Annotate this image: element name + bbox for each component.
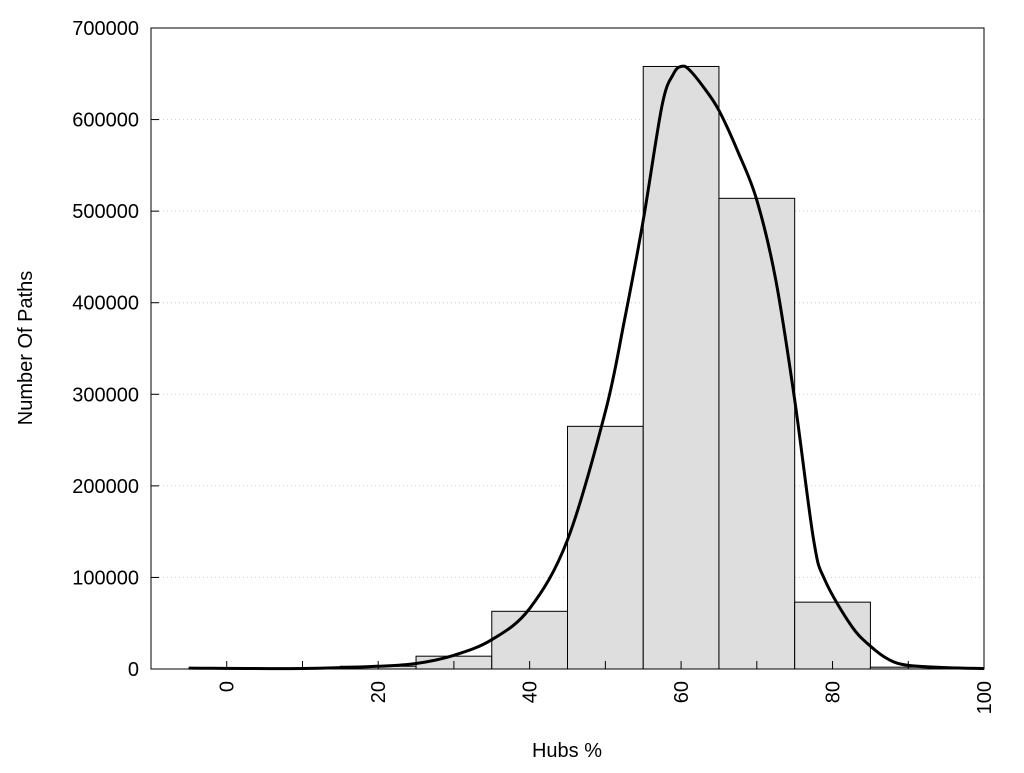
histogram-bar: [491, 610, 569, 670]
x-axis-label: Hubs %: [532, 740, 602, 762]
y-tick-label: 400000: [72, 293, 139, 315]
bars: [188, 65, 947, 670]
x-tick-label: 100: [974, 681, 996, 714]
histogram-bar: [567, 425, 644, 670]
x-tick-label: 20: [368, 681, 390, 703]
histogram-bar: [718, 197, 796, 670]
y-axis-label: Number Of Paths: [15, 271, 37, 426]
y-tick-label: 0: [128, 659, 139, 681]
y-tick-label: 300000: [72, 384, 139, 406]
y-tick-label: 700000: [72, 18, 139, 40]
x-tick-label: 0: [217, 681, 239, 692]
x-tick-label: 60: [671, 681, 693, 703]
y-tick-label: 100000: [72, 567, 139, 589]
x-tick-label: 40: [520, 681, 542, 703]
plot-frame: [150, 27, 985, 670]
x-tick-label: 80: [823, 681, 845, 703]
y-tick-label: 200000: [72, 476, 139, 498]
density-curve: [188, 64, 985, 671]
axis-ticks: 0 100000 200000 300000 400000 500000 600000 700…: [72, 18, 996, 714]
y-tick-label: 600000: [72, 110, 139, 132]
y-tick-label: 500000: [72, 201, 139, 223]
